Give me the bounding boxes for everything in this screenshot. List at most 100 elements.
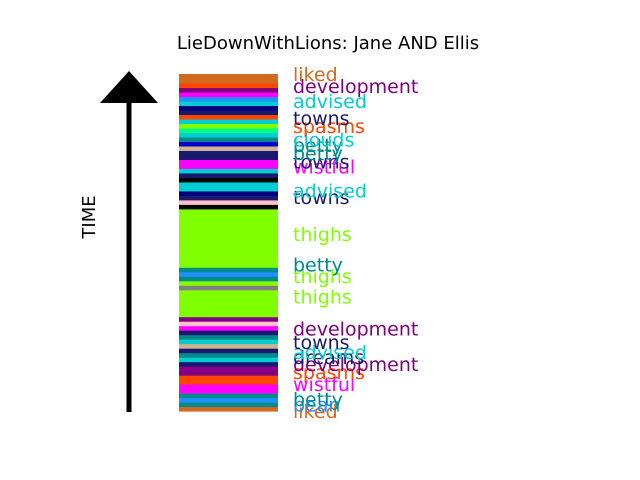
stripe <box>179 181 278 187</box>
stripe <box>179 348 278 354</box>
stripe <box>179 312 278 318</box>
stripe <box>179 96 278 102</box>
word-label: towns <box>293 108 350 130</box>
word-label: advised <box>293 91 367 113</box>
word-label: betty <box>293 389 343 411</box>
stripe <box>179 136 278 142</box>
word-label: towns <box>293 187 350 209</box>
stripe <box>179 280 278 286</box>
stripe <box>179 100 278 107</box>
stripe <box>179 145 278 151</box>
stripe <box>179 87 278 93</box>
stripe <box>179 366 278 372</box>
word-label: thighs <box>293 286 352 308</box>
stripe-stack <box>179 74 278 412</box>
stripe <box>179 222 278 228</box>
stripe <box>179 375 278 381</box>
stripe <box>179 271 278 277</box>
word-label: liked <box>293 64 338 86</box>
stripe <box>179 325 278 331</box>
stripe <box>179 388 278 394</box>
stripe <box>179 258 278 264</box>
word-label: spasms <box>293 116 365 138</box>
stripe <box>179 289 278 295</box>
stripe <box>179 195 278 201</box>
stripe <box>179 172 278 178</box>
time-arrow <box>100 71 158 412</box>
stripe <box>179 285 278 291</box>
stripe <box>179 190 278 196</box>
stripe <box>179 199 278 205</box>
stripe <box>179 361 278 367</box>
stripe <box>179 253 278 259</box>
stripe <box>179 330 278 336</box>
stripe <box>179 105 278 111</box>
stripe <box>179 168 278 174</box>
word-label: betty <box>293 135 343 157</box>
word-label: wistful <box>293 157 355 179</box>
word-label: development <box>293 354 418 376</box>
stripe <box>179 406 278 412</box>
stripe <box>179 262 278 268</box>
word-label: betty <box>293 254 343 276</box>
stripe <box>179 402 278 408</box>
stripe <box>179 267 278 273</box>
stripe <box>179 321 278 327</box>
stripe <box>179 339 278 345</box>
word-labels: likedbeanbettywistfulspasmsdevelopmentdr… <box>293 64 418 423</box>
stripe <box>179 82 278 89</box>
stripe <box>179 226 278 232</box>
stripe <box>179 78 278 84</box>
stripe <box>179 316 278 322</box>
stripe <box>179 303 278 309</box>
stripe <box>179 114 278 120</box>
stripe <box>179 231 278 237</box>
stripe <box>179 159 278 165</box>
word-label: betty <box>293 143 343 165</box>
stripe <box>179 123 278 129</box>
stripe <box>179 343 278 349</box>
stripe <box>179 357 278 363</box>
stripe <box>179 208 278 214</box>
word-label: advised <box>293 180 367 202</box>
stripe <box>179 127 278 134</box>
word-label: development <box>293 76 418 98</box>
word-label: clouds <box>293 130 354 152</box>
stripe <box>179 186 278 192</box>
stripe <box>179 118 278 125</box>
time-arrow-head-icon <box>100 71 158 103</box>
stripe <box>179 217 278 223</box>
stripe <box>179 393 278 399</box>
stripe <box>179 91 278 98</box>
stripe <box>179 397 278 403</box>
word-label: spasms <box>293 362 365 384</box>
stripe <box>179 74 278 80</box>
word-label: liked <box>293 401 338 423</box>
word-label: thighs <box>293 266 352 288</box>
word-label: towns <box>293 332 350 354</box>
stripe <box>179 249 278 255</box>
word-label: advised <box>293 342 367 364</box>
stripe <box>179 298 278 304</box>
stripe <box>179 204 278 210</box>
stripe <box>179 109 278 116</box>
word-label: development <box>293 318 418 340</box>
word-label: thighs <box>293 224 352 246</box>
chart-title: LieDownWithLions: Jane AND Ellis <box>177 33 479 54</box>
stripe <box>179 154 278 160</box>
word-label: towns <box>293 152 350 174</box>
stripe <box>179 141 278 147</box>
stripe <box>179 240 278 246</box>
stripe <box>179 379 278 385</box>
stripe <box>179 276 278 282</box>
stripe <box>179 163 278 169</box>
word-label: wistful <box>293 374 355 396</box>
stripe <box>179 150 278 156</box>
stripe <box>179 352 278 358</box>
stripe <box>179 307 278 313</box>
stripe <box>179 132 278 138</box>
stripe <box>179 235 278 241</box>
stripe <box>179 177 278 183</box>
